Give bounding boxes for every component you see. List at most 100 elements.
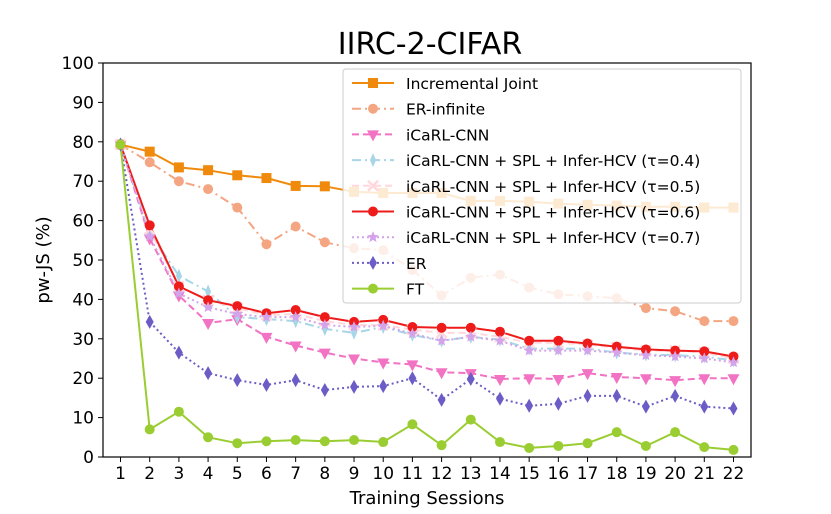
data-point [173,162,184,173]
x-tick-label: 12 [431,464,453,484]
data-point [232,301,243,312]
series-line-7 [119,144,734,364]
data-point [582,338,593,349]
legend-marker [369,255,377,270]
legend-label: Incremental Joint [406,75,538,93]
y-tick-label: 100 [62,54,94,74]
data-point [436,440,447,451]
legend-label: ER-infinite [406,101,485,119]
data-point [727,356,740,368]
data-point [145,314,154,329]
data-point [581,369,594,381]
legend-label: ER [406,255,427,273]
x-tick-label: 11 [402,464,424,484]
x-tick-label: 1 [115,464,126,484]
data-point [611,346,623,358]
data-point [494,326,505,337]
series-line-9 [119,144,734,451]
x-tick-label: 9 [349,464,360,484]
data-point [495,391,504,406]
x-tick-label: 2 [144,464,155,484]
x-tick-label: 15 [518,464,540,484]
data-point [260,311,273,322]
data-point [261,239,272,250]
legend-label: iCaRL-CNN + SPL + Infer-HCV (τ=0.6) [406,204,700,222]
data-point [144,146,155,157]
data-point [640,349,652,361]
data-point [582,438,593,449]
data-point [524,442,535,453]
data-point [552,374,565,386]
series-line-3 [119,144,734,382]
legend-label: iCaRL-CNN [406,126,489,144]
series-line-6 [119,144,734,358]
data-point [639,374,652,386]
data-point [523,344,535,356]
data-point [523,374,536,386]
data-point [465,414,476,425]
data-point [203,184,214,195]
x-tick-label: 3 [173,464,184,484]
data-point [261,173,272,184]
y-tick-label: 70 [72,172,94,192]
data-point [319,312,330,323]
data-point [611,427,622,438]
data-point [173,287,185,299]
data-point [377,358,390,370]
data-point [319,319,331,330]
data-point [291,373,300,388]
data-point [553,440,564,451]
data-point [205,284,212,299]
y-tick-label: 90 [72,93,94,113]
legend-marker [367,130,379,142]
data-point [465,330,477,342]
legend-marker [368,206,378,217]
data-point [144,157,155,168]
data-point [173,406,184,417]
data-point [320,383,329,398]
data-point [406,360,419,372]
x-tick-label: 13 [460,464,482,484]
data-point [493,374,506,386]
data-point [319,181,330,192]
data-point [319,237,330,248]
x-tick-label: 10 [372,464,394,484]
data-point [232,438,243,449]
data-point [525,398,534,413]
data-point [553,335,564,346]
x-axis: 1 2 3 4 5 6 7 8 9 10 11 12 13 14 15 16 17 18 19 20 21 22 [115,457,744,484]
legend-marker [368,103,378,114]
y-axis-label: pw-JS (%) [33,216,54,303]
legend-marker [368,78,378,88]
data-point [203,432,214,443]
data-point [290,221,301,232]
data-point [671,388,680,403]
data-point [144,424,155,435]
data-point [172,291,185,303]
legend: Incremental Joint ER-infinite iCaRL-CNN iCa… [342,68,742,304]
data-point [202,301,214,313]
data-point [378,437,389,448]
data-point [698,352,710,364]
data-point [349,435,360,446]
y-tick-label: 10 [72,409,94,429]
data-point [465,322,476,333]
legend-box [342,68,742,304]
data-point [699,346,710,357]
data-point [407,321,418,332]
data-point [232,170,243,181]
data-point [728,444,739,455]
data-point [554,396,563,411]
data-point [727,374,740,386]
x-tick-label: 14 [489,464,511,484]
data-point [670,306,681,317]
data-point [436,322,447,333]
y-tick-label: 30 [72,330,94,350]
data-point [290,435,301,446]
data-point [262,377,271,392]
y-axis: 0 10 20 30 40 50 60 70 80 90 100 [62,54,103,468]
data-point [670,427,681,438]
data-point [232,202,243,213]
data-point [698,374,711,386]
legend-label: iCaRL-CNN + SPL + Infer-HCV (τ=0.4) [406,152,700,170]
